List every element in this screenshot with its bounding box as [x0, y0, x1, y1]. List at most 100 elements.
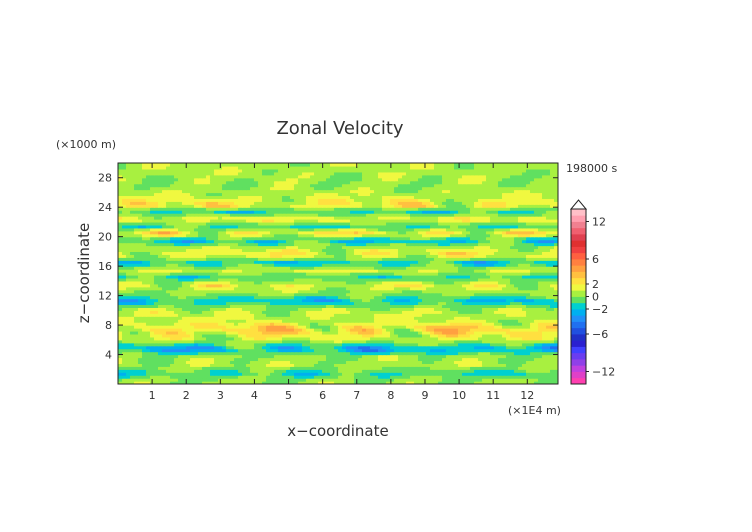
field-cell: [238, 363, 243, 367]
field-cell: [350, 277, 355, 282]
field-cell: [150, 260, 155, 264]
field-cell: [278, 286, 283, 291]
field-cell: [270, 348, 275, 353]
field-cell: [146, 381, 151, 384]
field-cell: [198, 348, 203, 353]
field-cell: [230, 277, 235, 282]
field-cell: [214, 372, 219, 376]
field-cell: [366, 325, 371, 329]
field-cell: [382, 330, 387, 335]
field-cell: [262, 301, 267, 306]
field-cell: [394, 313, 399, 317]
field-cell: [462, 257, 467, 261]
field-cell: [506, 342, 511, 347]
field-cell: [406, 351, 411, 356]
field-cell: [422, 283, 427, 288]
field-cell: [538, 322, 543, 326]
field-cell: [306, 295, 311, 300]
field-cell: [426, 283, 431, 288]
field-cell: [190, 307, 195, 311]
field-cell: [242, 295, 247, 300]
field-cell: [202, 248, 207, 252]
field-cell: [150, 319, 155, 323]
field-cell: [438, 345, 443, 350]
field-cell: [318, 266, 323, 270]
field-cell: [418, 292, 423, 297]
field-cell: [234, 313, 239, 317]
field-cell: [162, 357, 167, 362]
field-cell: [118, 295, 123, 300]
field-cell: [546, 295, 551, 300]
field-cell: [478, 280, 483, 285]
field-cell: [550, 351, 555, 356]
field-cell: [458, 325, 463, 329]
field-cell: [234, 283, 239, 288]
field-cell: [210, 366, 215, 370]
field-cell: [438, 378, 443, 382]
field-cell: [418, 336, 423, 341]
field-cell: [354, 366, 359, 370]
field-cell: [126, 351, 131, 356]
field-cell: [266, 348, 271, 353]
field-cell: [210, 301, 215, 306]
field-cell: [422, 274, 427, 279]
field-cell: [126, 269, 131, 273]
field-cell: [454, 316, 459, 320]
field-cell: [466, 272, 471, 276]
field-cell: [326, 274, 331, 279]
field-cell: [162, 381, 167, 384]
field-cell: [422, 289, 427, 294]
field-cell: [470, 357, 475, 362]
field-cell: [450, 375, 455, 379]
field-cell: [534, 316, 539, 320]
field-cell: [238, 295, 243, 300]
field-cell: [370, 351, 375, 356]
field-cell: [486, 260, 491, 264]
field-cell: [338, 381, 343, 384]
field-cell: [294, 304, 299, 308]
field-cell: [206, 354, 211, 359]
field-cell: [482, 378, 487, 382]
field-cell: [338, 369, 343, 373]
field-cell: [510, 381, 515, 384]
field-cell: [278, 254, 283, 258]
field-cell: [146, 345, 151, 350]
field-cell: [402, 348, 407, 353]
field-cell: [278, 351, 283, 356]
field-cell: [218, 292, 223, 297]
field-cell: [410, 313, 415, 317]
field-cell: [362, 328, 367, 332]
field-cell: [506, 266, 511, 270]
field-cell: [246, 360, 251, 364]
field-cell: [170, 339, 175, 344]
field-cell: [318, 272, 323, 276]
field-cell: [310, 325, 315, 329]
field-cell: [526, 254, 531, 258]
field-cell: [394, 280, 399, 285]
field-cell: [298, 292, 303, 297]
field-cell: [534, 298, 539, 303]
field-cell: [414, 292, 419, 297]
field-cell: [498, 372, 503, 376]
field-cell: [186, 313, 191, 317]
field-cell: [382, 254, 387, 258]
field-cell: [502, 348, 507, 353]
field-cell: [138, 280, 143, 285]
field-cell: [314, 272, 319, 276]
field-cell: [134, 357, 139, 362]
field-cell: [358, 263, 363, 267]
field-cell: [446, 369, 451, 373]
field-cell: [426, 310, 431, 314]
field-cell: [434, 328, 439, 332]
field-cell: [166, 266, 171, 270]
field-cell: [382, 322, 387, 326]
field-cell: [206, 248, 211, 252]
field-cell: [530, 342, 535, 347]
field-cell: [222, 260, 227, 264]
field-cell: [486, 266, 491, 270]
field-cell: [182, 330, 187, 335]
field-cell: [206, 254, 211, 258]
field-cell: [450, 333, 455, 338]
field-cell: [230, 342, 235, 347]
field-cell: [270, 286, 275, 291]
